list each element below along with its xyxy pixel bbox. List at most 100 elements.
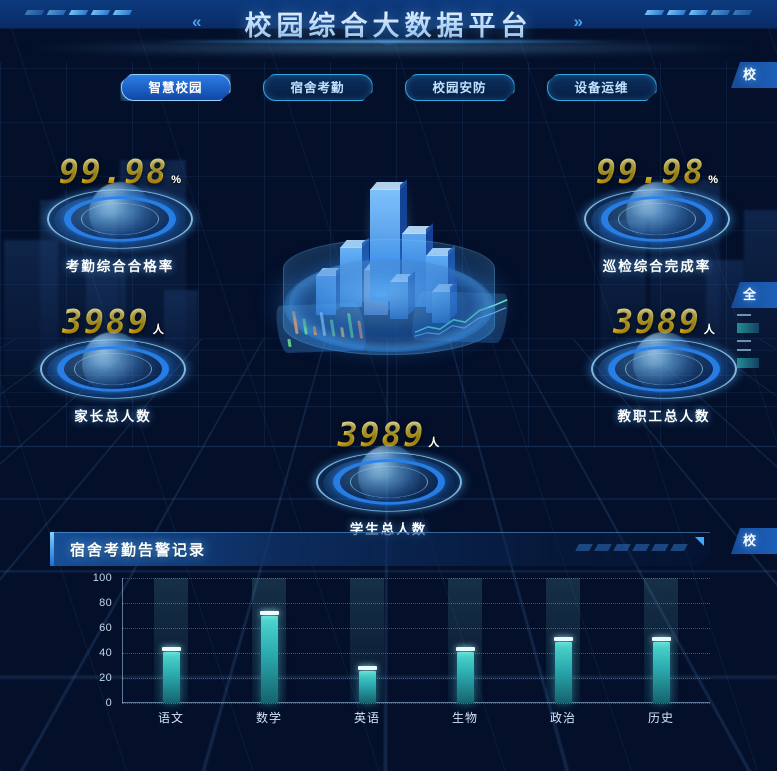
kpi-orb	[357, 445, 420, 507]
side-panel-title: 全	[731, 282, 777, 308]
bar[interactable]	[161, 646, 181, 703]
candlestick-bar	[286, 339, 292, 348]
kpi-orb	[633, 332, 695, 394]
page-title: 校园综合大数据平台	[245, 4, 533, 43]
kpi-unit: %	[171, 174, 182, 186]
tab-1[interactable]: 宿舍考勤	[263, 74, 373, 101]
side-panel-middle[interactable]: 全	[731, 282, 777, 375]
kpi-disc-graphic	[582, 182, 732, 249]
bar-cap	[651, 636, 671, 641]
bar[interactable]	[553, 636, 573, 703]
y-tick-label: 20	[99, 672, 112, 684]
bar[interactable]	[259, 610, 279, 703]
tab-2[interactable]: 校园安防	[405, 74, 515, 101]
bar-column[interactable]	[225, 578, 313, 703]
kpi-card-parent-total: 3989 人 家长总人数	[18, 305, 208, 425]
side-panel-bottom[interactable]: 校	[731, 528, 777, 554]
list-item	[731, 314, 777, 316]
header-dash-left	[24, 10, 133, 27]
bar-column[interactable]	[323, 578, 411, 703]
bar[interactable]	[455, 646, 475, 703]
kpi-label: 巡检综合完成率	[602, 259, 712, 274]
gridline	[122, 603, 710, 604]
kpi-unit: 人	[152, 324, 164, 336]
bar-column[interactable]	[421, 578, 509, 703]
bar-column[interactable]	[617, 578, 705, 703]
kpi-label: 教职工总人数	[617, 409, 711, 424]
kpi-ring-inner	[74, 353, 152, 385]
kpi-ring-inner	[349, 466, 428, 498]
gridline	[122, 653, 710, 654]
x-tick-label: 英语	[353, 711, 380, 725]
side-panel-title: 校	[731, 62, 777, 88]
panel-dash-decoration	[575, 544, 688, 551]
header-background	[0, 0, 777, 46]
kpi-orb	[626, 182, 688, 244]
kpi-card-staff-total: 3989 人 教职工总人数	[569, 305, 759, 425]
chevron-left-icon: «	[192, 12, 202, 31]
y-tick-label: 40	[99, 647, 112, 659]
chart-y-axis: 0 20 40 60 80 100	[50, 572, 120, 709]
side-panel-top[interactable]: 校	[731, 62, 777, 88]
x-tick-label: 语文	[157, 711, 184, 725]
kpi-ring-inner	[81, 203, 159, 235]
tab-3[interactable]: 设备运维	[547, 74, 657, 101]
central-3d-city-visual	[264, 179, 514, 411]
kpi-card-inspection-rate: 99.98% 巡检综合完成率	[562, 155, 752, 275]
panel-title: 宿舍考勤告警记录	[70, 542, 207, 559]
header-dash-right	[644, 10, 753, 27]
alarm-panel-header: 宿舍考勤告警记录	[50, 532, 710, 566]
header-glow-line	[158, 40, 619, 43]
x-tick-label: 政治	[549, 711, 576, 725]
x-tick-label: 历史	[647, 711, 674, 725]
kpi-unit: %	[708, 174, 719, 186]
chart-bars	[122, 578, 710, 703]
bar-cap	[259, 610, 279, 615]
panel-corner-icon	[695, 537, 704, 546]
kpi-ring-inner	[618, 203, 696, 235]
attendance-alarm-bar-chart: 0 20 40 60 80 100 语文 数学 英语 生物 政治 历史	[50, 570, 730, 735]
tab-0[interactable]: 智慧校园	[121, 74, 231, 101]
x-tick-label: 数学	[255, 711, 282, 725]
y-tick-label: 60	[99, 622, 112, 634]
gridline	[122, 578, 710, 579]
kpi-orb	[89, 182, 151, 244]
kpi-card-attendance-rate: 99.98% 考勤综合合格率	[25, 155, 215, 275]
bar[interactable]	[651, 636, 671, 703]
header-glow-wide	[8, 42, 769, 54]
bar-cap	[161, 646, 181, 651]
tab-bar: 智慧校园 宿舍考勤 校园安防 设备运维	[121, 74, 657, 101]
chart-axis-horizontal	[122, 702, 710, 703]
kpi-disc-graphic	[589, 332, 739, 399]
bar[interactable]	[357, 665, 377, 703]
gridline	[122, 678, 710, 679]
gridline	[122, 703, 710, 704]
kpi-unit: 人	[703, 324, 715, 336]
chart-x-axis-labels: 语文 数学 英语 生物 政治 历史	[122, 709, 710, 729]
kpi-disc-graphic	[38, 332, 188, 399]
list-item	[731, 358, 777, 368]
list-item	[731, 340, 777, 342]
kpi-label: 考勤综合合格率	[65, 259, 175, 274]
y-tick-label: 80	[99, 597, 112, 609]
side-panel-title: 校	[731, 528, 777, 554]
gridline	[122, 628, 710, 629]
bar-column[interactable]	[127, 578, 215, 703]
chevron-right-icon: »	[573, 12, 584, 31]
bar-column[interactable]	[519, 578, 607, 703]
bar-cap	[357, 665, 377, 670]
kpi-disc-graphic	[45, 182, 195, 249]
bar-cap	[553, 636, 573, 641]
kpi-label: 家长总人数	[74, 409, 152, 424]
side-panel-rows	[731, 314, 777, 368]
kpi-orb	[82, 332, 144, 394]
kpi-unit: 人	[428, 437, 440, 449]
kpi-disc-graphic	[314, 445, 464, 512]
bar-cap	[455, 646, 475, 651]
y-tick-label: 0	[105, 697, 112, 709]
y-tick-label: 100	[92, 572, 112, 584]
panel-accent-bar	[50, 532, 54, 566]
podium-base	[288, 259, 489, 347]
chart-axis-vertical	[122, 578, 123, 703]
